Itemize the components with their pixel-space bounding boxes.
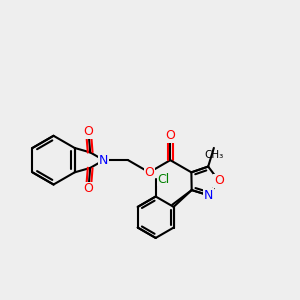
Text: O: O (84, 182, 93, 195)
Text: CH₃: CH₃ (204, 150, 224, 160)
Text: O: O (144, 166, 154, 179)
Text: O: O (214, 174, 224, 187)
Text: O: O (165, 129, 175, 142)
Text: N: N (99, 154, 108, 167)
Text: N: N (204, 189, 213, 202)
Text: O: O (84, 125, 93, 138)
Text: Cl: Cl (158, 173, 169, 186)
